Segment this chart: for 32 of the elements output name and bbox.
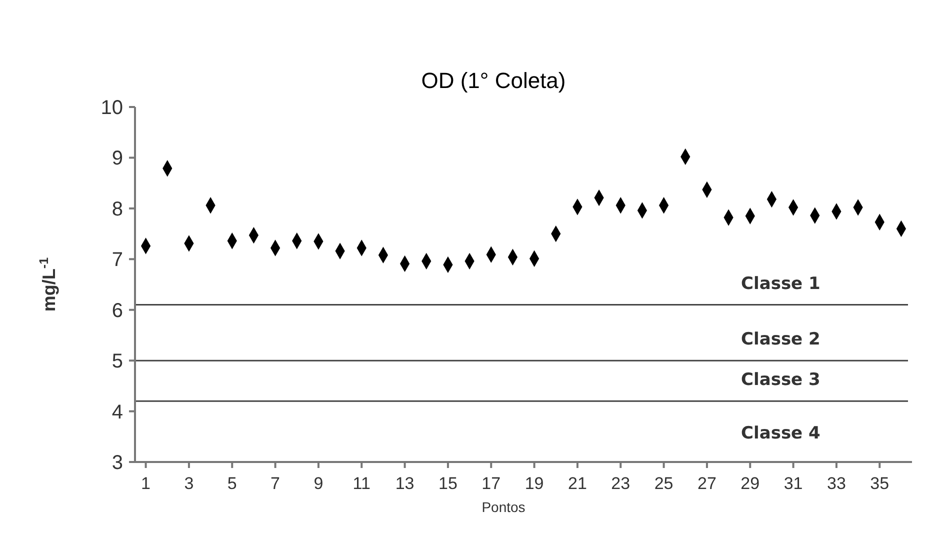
x-tick-label: 27 — [697, 474, 716, 493]
y-tick-label: 7 — [112, 249, 123, 272]
x-tick-label: 13 — [395, 474, 414, 493]
x-tick-label: 11 — [352, 474, 370, 493]
y-tick-label: 10 — [100, 97, 123, 119]
y-tick-label: 3 — [112, 452, 123, 474]
x-tick-label: 21 — [568, 474, 587, 493]
x-tick-label: 17 — [482, 474, 501, 493]
ref-line-label: Classe 1 — [741, 274, 820, 294]
x-tick-label: 3 — [184, 474, 194, 493]
x-tick-label: 1 — [141, 474, 151, 493]
x-tick-label: 29 — [740, 474, 760, 493]
x-tick-label: 5 — [227, 474, 237, 493]
x-tick-label: 31 — [784, 474, 803, 493]
x-tick-label: 7 — [270, 474, 280, 493]
annotation: Classe 4 — [741, 424, 821, 444]
ref-line-label: Classe 2 — [741, 330, 820, 350]
y-tick-label: 9 — [112, 148, 123, 170]
x-tick-label: 9 — [314, 474, 324, 493]
x-tick-label: 15 — [438, 474, 458, 493]
ref-line-label: Classe 3 — [741, 370, 820, 390]
y-tick-label: 6 — [112, 300, 123, 322]
x-tick-label: 35 — [870, 474, 890, 493]
y-tick-label: 8 — [112, 198, 123, 220]
x-axis-title: Pontos — [482, 499, 526, 515]
y-tick-label: 5 — [112, 350, 123, 373]
x-tick-label: 23 — [611, 474, 630, 493]
x-tick-label: 33 — [826, 474, 846, 493]
y-tick-label: 4 — [112, 401, 123, 424]
x-tick-label: 25 — [654, 474, 674, 493]
x-tick-label: 19 — [524, 474, 544, 493]
chart-title: OD (1° Coleta) — [421, 68, 566, 93]
